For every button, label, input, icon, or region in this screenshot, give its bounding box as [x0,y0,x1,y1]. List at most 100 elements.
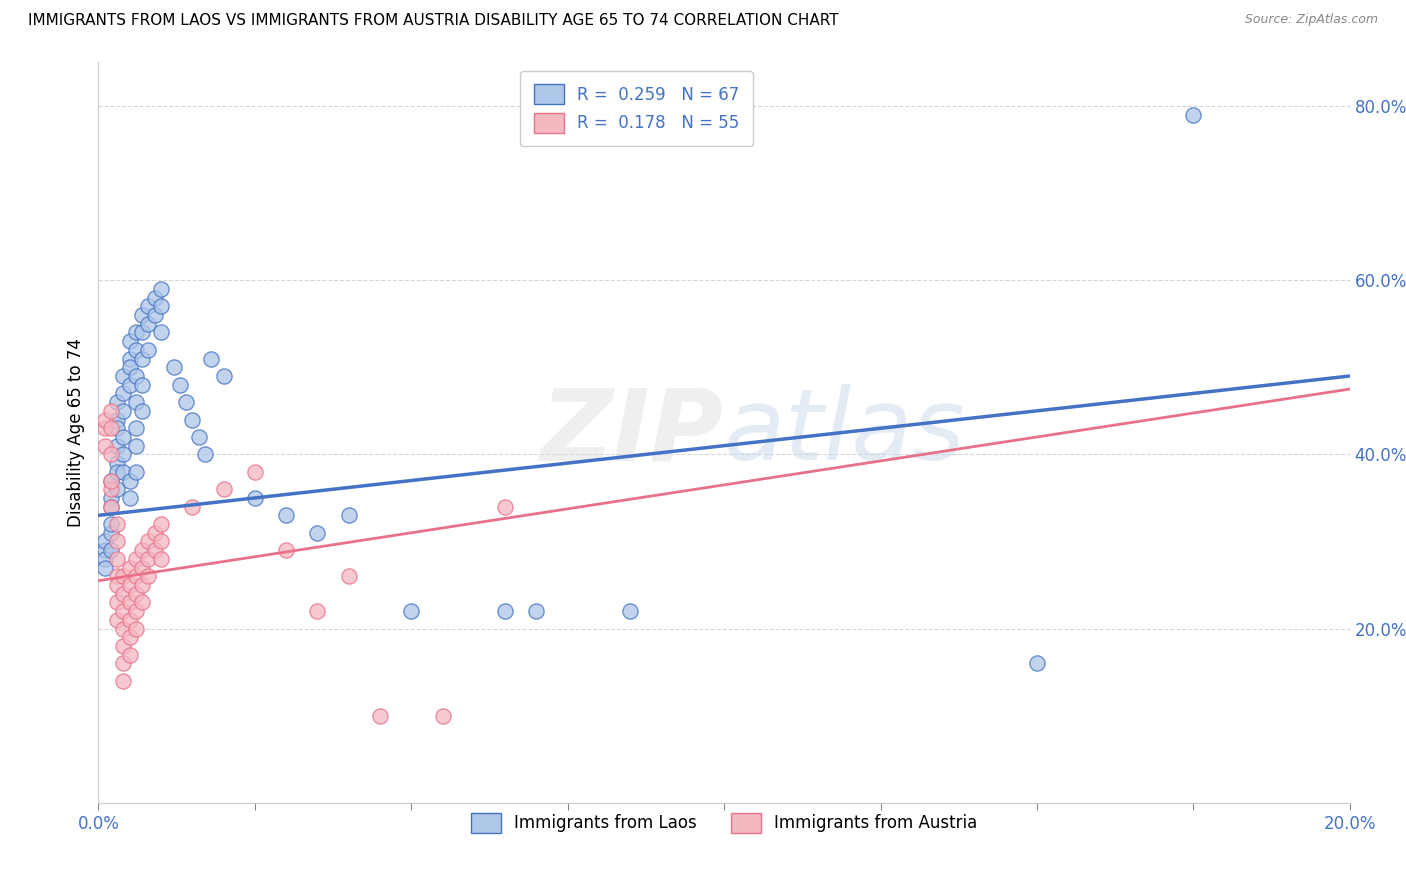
Point [105,613,128,627]
Point [105,578,128,592]
Point [138,317,160,331]
Point [200,351,222,366]
Point [112,657,135,671]
Point [274,543,298,558]
Point [274,508,298,523]
Point [131,326,153,340]
Point [118,351,141,366]
Point [100,421,122,435]
Point [100,404,122,418]
Point [150,517,173,532]
Point [105,421,128,435]
Text: Source: ZipAtlas.com: Source: ZipAtlas.com [1244,13,1378,27]
Point [131,595,153,609]
Point [125,587,148,601]
Point [494,500,516,514]
Point [112,569,135,583]
Point [307,604,329,618]
Point [368,708,391,723]
Point [105,534,128,549]
Point [93,439,115,453]
Point [138,343,160,357]
Point [125,439,148,453]
Point [131,543,153,558]
Point [401,604,423,618]
Point [243,465,266,479]
Point [174,395,197,409]
Point [143,525,166,540]
Point [125,343,148,357]
Point [125,465,148,479]
Point [181,500,204,514]
Point [131,377,153,392]
Point [138,569,160,583]
Point [131,578,153,592]
Point [100,543,122,558]
Point [100,525,122,540]
Point [93,534,115,549]
Point [118,630,141,644]
Point [337,508,360,523]
Point [105,395,128,409]
Point [100,474,122,488]
Point [143,308,166,322]
Text: ZIP: ZIP [541,384,724,481]
Point [131,308,153,322]
Point [432,708,454,723]
Point [105,552,128,566]
Point [181,412,204,426]
Point [169,377,191,392]
Point [93,421,115,435]
Point [118,334,141,348]
Point [131,560,153,574]
Text: atlas: atlas [724,384,966,481]
Point [112,673,135,688]
Point [125,569,148,583]
Point [93,560,115,574]
Point [212,482,235,496]
Point [112,604,135,618]
Point [112,386,135,401]
Point [100,500,122,514]
Point [307,525,329,540]
Point [150,282,173,296]
Point [138,534,160,549]
Point [150,552,173,566]
Point [100,474,122,488]
Point [100,447,122,461]
Point [118,578,141,592]
Point [138,299,160,313]
Point [112,622,135,636]
Point [1026,657,1049,671]
Point [125,369,148,384]
Point [112,465,135,479]
Point [243,491,266,505]
Point [194,447,217,461]
Point [105,595,128,609]
Point [105,456,128,470]
Point [112,369,135,384]
Point [138,552,160,566]
Point [187,430,209,444]
Point [143,291,166,305]
Point [105,465,128,479]
Point [112,587,135,601]
Point [118,595,141,609]
Point [112,430,135,444]
Point [150,299,173,313]
Point [100,482,122,496]
Point [112,404,135,418]
Point [337,569,360,583]
Legend: Immigrants from Laos, Immigrants from Austria: Immigrants from Laos, Immigrants from Au… [458,799,990,847]
Point [125,421,148,435]
Point [118,360,141,375]
Point [150,534,173,549]
Point [494,604,516,618]
Point [125,552,148,566]
Point [118,560,141,574]
Point [150,326,173,340]
Point [93,543,115,558]
Point [1182,108,1205,122]
Point [105,412,128,426]
Point [619,604,641,618]
